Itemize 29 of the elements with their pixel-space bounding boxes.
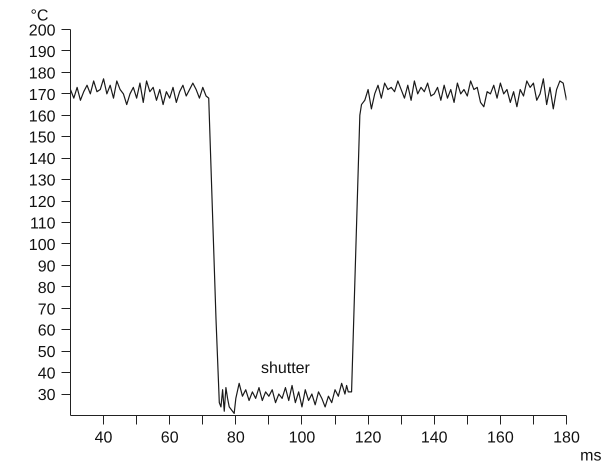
x-tick-label: 120: [354, 430, 382, 446]
y-tick-label: 150: [28, 130, 56, 147]
y-axis-title: °C: [30, 8, 48, 24]
x-tick-label: 40: [94, 430, 113, 446]
y-tick-label: 70: [38, 301, 56, 318]
y-tick-label: 180: [28, 65, 56, 82]
annotation: shutter: [260, 360, 311, 377]
y-tick-label: 140: [28, 151, 56, 168]
y-tick-label: 90: [38, 258, 56, 276]
y-tick-label: 110: [30, 216, 56, 232]
y-tick-label: 160: [28, 108, 56, 126]
y-tick-label: 170: [28, 86, 56, 104]
y-tick-label: 190: [28, 44, 56, 61]
x-tick-label: 160: [487, 430, 514, 446]
x-axis-title: ms: [580, 448, 602, 464]
y-tick-label: 80: [38, 280, 56, 297]
x-tick-label: 180: [553, 430, 580, 446]
x-tick-label: 100: [288, 430, 316, 446]
x-tick-label: 60: [160, 430, 179, 446]
y-tick-label: 100: [28, 236, 56, 254]
y-tick-label: 30: [38, 387, 56, 404]
y-tick-label: 200: [28, 22, 56, 40]
y-tick-label: 60: [38, 322, 56, 340]
y-tick-label: 130: [28, 172, 56, 190]
y-tick-label: 40: [38, 366, 56, 383]
y-tick-label: 50: [38, 344, 56, 362]
x-tick-label: 80: [226, 430, 245, 446]
x-tick-label: 140: [420, 430, 448, 446]
y-tick-label: 120: [28, 194, 56, 212]
